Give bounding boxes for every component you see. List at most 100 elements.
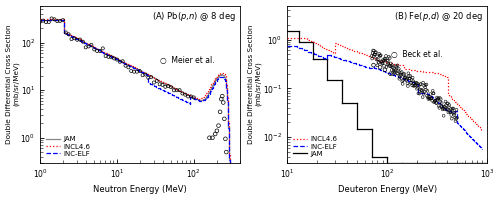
Point [380,64,388,67]
Point [438,108,446,111]
Point [50,18,58,21]
Point [172,89,180,92]
Point [222,137,230,140]
Point [390,71,398,74]
Point [398,70,406,74]
INC-ELF [143,73,149,75]
Point [404,84,412,88]
Point [184,95,192,98]
INCL4.6 [404,68,409,70]
Point [395,67,403,70]
Point [380,59,388,63]
Point [442,100,450,103]
Point [417,88,425,92]
Point [56,19,64,22]
Point [410,84,418,87]
Point [399,78,407,82]
INCL4.6 [37,18,43,21]
Point [382,65,390,69]
Point [394,64,402,67]
INCL4.6 [130,65,136,68]
Point [386,56,394,60]
INC-ELF [154,86,160,88]
INCL4.6 [449,97,455,99]
Point [453,116,461,119]
Point [124,66,132,69]
Point [400,72,408,75]
Point [420,92,428,95]
Point [428,99,436,102]
Point [377,60,385,63]
Point [372,51,380,54]
Point [108,56,116,59]
Point [419,81,427,84]
Point [412,81,420,85]
Point [427,97,435,100]
Point [373,55,381,58]
Point [392,69,400,72]
Point [374,64,382,67]
Point [79,40,87,43]
Text: (A) Pb($p$,$n$) @ 8 deg: (A) Pb($p$,$n$) @ 8 deg [152,10,236,23]
Point [406,77,414,80]
Point [388,66,396,69]
Point [417,82,425,86]
Point [418,89,426,93]
Point [368,57,376,60]
Point [446,111,454,114]
Point [440,105,448,108]
Point [400,73,407,76]
INC-ELF [130,66,136,69]
Point [415,84,423,87]
Point [153,79,161,82]
Point [110,57,118,60]
Point [452,108,460,111]
Line: INC-ELF: INC-ELF [287,46,482,149]
Point [118,60,126,63]
Point [211,132,219,136]
Point [90,48,98,51]
Point [220,117,228,120]
Text: (B) Fe($p$,$d$) @ 20 deg: (B) Fe($p$,$d$) @ 20 deg [394,10,483,23]
Point [208,136,216,139]
Point [376,54,384,58]
INCL4.6 [461,110,467,112]
Point [104,55,112,58]
Point [396,75,404,79]
Point [370,53,378,56]
Point [82,46,90,49]
Point [406,77,413,80]
Point [386,72,394,75]
Point [422,83,430,87]
Point [405,74,413,78]
Point [390,67,398,71]
Point [133,70,141,73]
Point [99,47,107,50]
Point [410,84,418,87]
Point [450,113,458,116]
Point [390,69,398,72]
Point [444,111,452,114]
Point [167,86,175,89]
Point [368,54,376,57]
Point [386,64,394,67]
Point [428,97,436,100]
JAM [131,66,137,69]
Point [384,63,392,66]
JAM [143,72,149,75]
INCL4.6 [400,64,406,67]
Point [374,60,382,63]
Point [416,88,424,91]
Point [421,86,429,89]
Point [443,102,451,105]
Point [411,84,419,87]
Point [73,38,81,41]
Point [436,101,444,104]
Point [425,95,433,98]
Point [423,94,431,97]
Point [448,113,456,117]
Point [404,82,411,85]
JAM [198,99,203,101]
Point [392,65,400,68]
Point [150,81,158,84]
